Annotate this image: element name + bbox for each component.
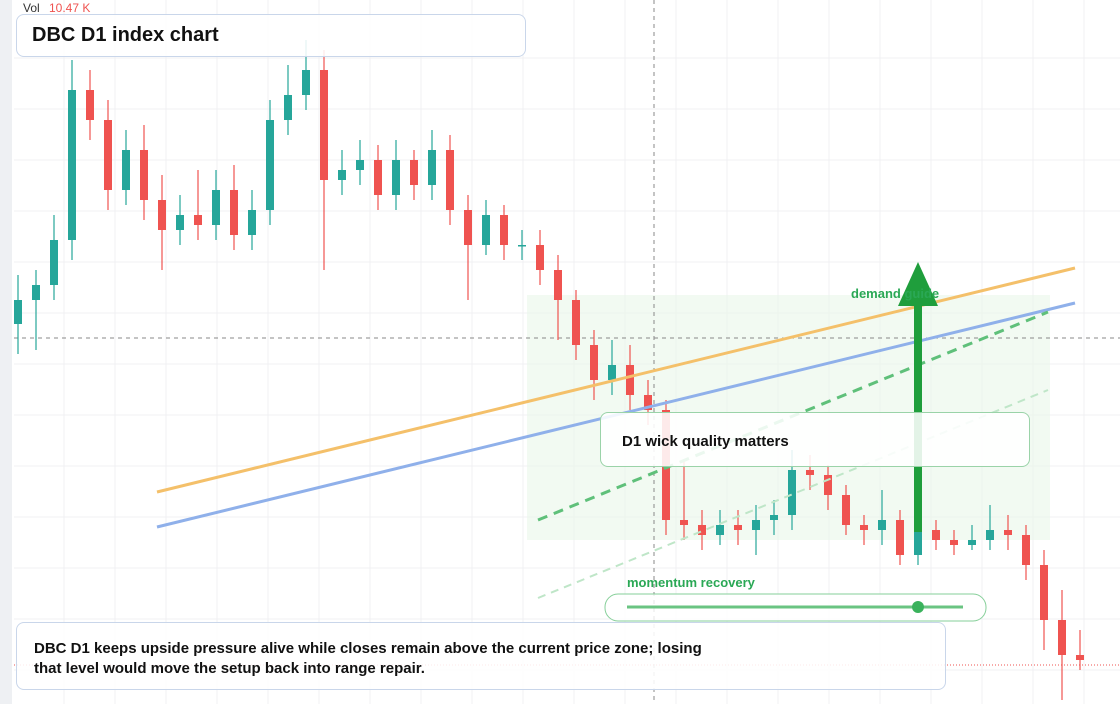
- candle-body: [194, 215, 202, 225]
- candle-body: [14, 300, 22, 324]
- candle-body: [374, 160, 382, 195]
- candle-body: [788, 470, 796, 515]
- candle-body: [158, 200, 166, 230]
- candle-body: [428, 150, 436, 185]
- demand-label: demand guide: [851, 286, 939, 301]
- momentum-label: momentum recovery: [627, 575, 756, 590]
- candle-body: [68, 90, 76, 240]
- candle-body: [770, 515, 778, 520]
- candle-body: [230, 190, 238, 235]
- vol-value: 10.47 K: [49, 1, 90, 15]
- candle-body: [806, 470, 814, 475]
- candle-body: [392, 160, 400, 195]
- candle-body: [986, 530, 994, 540]
- candle-body: [1022, 535, 1030, 565]
- candle-body: [932, 530, 940, 540]
- candle-body: [104, 120, 112, 190]
- candle-body: [968, 540, 976, 545]
- title-box: DBC D1 index chart: [16, 14, 526, 57]
- vol-label: Vol: [23, 1, 40, 15]
- candle-body: [356, 160, 364, 170]
- wick-box: D1 wick quality matters: [600, 412, 1030, 467]
- candle-body: [338, 170, 346, 180]
- candle-body: [248, 210, 256, 235]
- candle-body: [302, 70, 310, 95]
- candle-body: [266, 120, 274, 210]
- candle-body: [410, 160, 418, 185]
- candle-body: [1040, 565, 1048, 620]
- candle-body: [320, 70, 328, 180]
- arrow-head: [898, 262, 938, 306]
- candle-body: [842, 495, 850, 525]
- candle-body: [518, 245, 526, 247]
- candle-body: [734, 525, 742, 530]
- candle-body: [86, 90, 94, 120]
- candle-body: [446, 150, 454, 210]
- candle-body: [32, 285, 40, 300]
- candle-body: [464, 210, 472, 245]
- left-strip: [0, 0, 12, 704]
- candle-body: [1058, 620, 1066, 655]
- candle-body: [212, 190, 220, 225]
- candle-body: [554, 270, 562, 300]
- candle-body: [896, 520, 904, 555]
- trend-dashed-light: [537, 389, 1049, 599]
- candle-body: [50, 240, 58, 285]
- candle-body: [1076, 655, 1084, 660]
- candle-body: [698, 525, 706, 535]
- candle-body: [122, 150, 130, 190]
- candle-body: [878, 520, 886, 530]
- candle-body: [590, 345, 598, 380]
- candle-body: [950, 540, 958, 545]
- slider-knob[interactable]: [912, 601, 924, 613]
- candle-body: [500, 215, 508, 245]
- candle-body: [482, 215, 490, 245]
- candle-body: [1004, 530, 1012, 535]
- candle-body: [716, 525, 724, 535]
- description: DBC D1 keeps upside pressure alive while…: [34, 640, 702, 677]
- candle-body: [572, 300, 580, 345]
- candle-body: [914, 530, 922, 555]
- candle-body: [860, 525, 868, 530]
- candle-body: [626, 365, 634, 395]
- candles: [14, 40, 1084, 700]
- candle-body: [284, 95, 292, 120]
- candle-body: [140, 150, 148, 200]
- candle-body: [680, 520, 688, 525]
- candle-body: [536, 245, 544, 270]
- candle-body: [608, 365, 616, 380]
- candle-body: [824, 475, 832, 495]
- candle-body: [644, 395, 652, 410]
- candle-body: [752, 520, 760, 530]
- description-box: DBC D1 keeps upside pressure alive while…: [16, 622, 946, 690]
- candle-body: [176, 215, 184, 230]
